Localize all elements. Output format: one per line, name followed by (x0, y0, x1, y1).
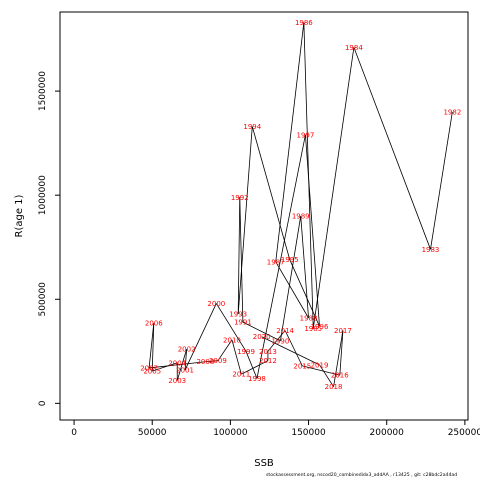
x-axis: 0 50000 100000 150000 200000 250000 (71, 420, 480, 438)
trajectory-segment-2014-2015 (284, 330, 303, 367)
year-label-2012: 2012 (259, 357, 277, 365)
x-tick-label: 250000 (448, 428, 480, 438)
year-label-1985: 1985 (304, 325, 322, 333)
trajectory-segment-2001-2002 (184, 349, 188, 371)
trajectory-segment-1983-1984 (353, 47, 431, 250)
trajectory-segment-2018-2019 (319, 364, 334, 387)
trajectory-segment-1987-1988 (275, 261, 309, 319)
trajectory-segment-1995-1996 (289, 259, 320, 327)
trajectory-segment-2007-2008 (149, 361, 206, 369)
y-tick-label: 1000000 (38, 175, 48, 215)
year-label-2002: 2002 (178, 346, 196, 354)
trajectory-segment-2009-2010 (217, 339, 233, 361)
year-label-2008: 2008 (196, 358, 214, 366)
x-tick-label: 100000 (213, 428, 248, 438)
y-axis-title: R(age 1) (14, 194, 25, 237)
year-label-1995: 1995 (281, 256, 299, 264)
trajectory-segment-2019-2020 (261, 336, 320, 366)
trajectory-segment-1999-2000 (215, 303, 247, 352)
year-label-2020: 2020 (253, 333, 271, 341)
year-label-2013: 2013 (259, 348, 277, 356)
trajectory-segment-2015-2016 (302, 365, 340, 376)
x-tick-label: 0 (71, 428, 77, 438)
year-label-2004: 2004 (168, 359, 186, 367)
year-label-1988: 1988 (300, 315, 318, 323)
trajectory-segment-2004-2005 (152, 362, 178, 372)
trajectory-segment-1990-1991 (242, 321, 281, 342)
year-label-2016: 2016 (331, 372, 349, 380)
trajectory-segment-1993-1994 (237, 126, 253, 314)
trajectory-segment-1989-1990 (280, 215, 302, 341)
year-label-1999: 1999 (237, 348, 255, 356)
year-label-2000: 2000 (207, 300, 225, 308)
year-label-2001: 2001 (176, 367, 194, 375)
year-label-1986: 1986 (295, 19, 313, 27)
trajectory-segment-2008-2009 (205, 360, 218, 363)
year-label-2007: 2007 (140, 364, 158, 372)
year-label-1991: 1991 (234, 319, 252, 327)
year-label-2018: 2018 (325, 383, 343, 391)
year-label-1987: 1987 (267, 258, 285, 266)
year-label-1994: 1994 (243, 123, 261, 131)
trajectory-segment-1994-1995 (251, 126, 291, 260)
year-labels: 1982 1983 1984 1985 1986 1987 1988 1989 1990 1991… (140, 19, 461, 391)
footer-credit: stockassessment.org, nscod20_combinedidx… (266, 473, 458, 478)
year-label-1996: 1996 (311, 323, 329, 331)
y-tick-label: 0 (38, 400, 48, 406)
year-label-2009: 2009 (209, 357, 227, 365)
y-tick-label: 500000 (38, 282, 48, 317)
x-tick-label: 50000 (138, 428, 167, 438)
trajectory-segment-2016-2017 (339, 330, 344, 376)
year-label-2019: 2019 (311, 361, 329, 369)
trajectory-segment-2000-2001 (184, 303, 217, 371)
x-tick-label: 150000 (291, 428, 326, 438)
year-label-1983: 1983 (422, 246, 440, 254)
plot-frame (59, 11, 469, 421)
y-tick-label: 1500000 (38, 71, 48, 111)
year-label-1997: 1997 (297, 131, 315, 139)
year-label-2003: 2003 (168, 377, 186, 385)
year-label-1998: 1998 (248, 375, 266, 383)
year-label-1982: 1982 (443, 108, 461, 116)
year-label-1990: 1990 (271, 337, 289, 345)
year-label-1989: 1989 (292, 213, 310, 221)
trajectory-segment-1998-1999 (245, 351, 258, 379)
x-tick-label: 200000 (370, 428, 405, 438)
trajectory-segment-1982-1983 (430, 111, 453, 250)
year-label-2010: 2010 (223, 336, 241, 344)
year-label-2014: 2014 (276, 327, 294, 335)
trajectory-line (148, 22, 453, 387)
year-label-1992: 1992 (231, 194, 249, 202)
year-label-2005: 2005 (143, 368, 161, 376)
trajectory-segment-2013-2014 (267, 330, 286, 352)
trajectory-segment-1988-1989 (300, 215, 309, 319)
trajectory-segment-1986-1987 (275, 22, 305, 262)
trajectory-segment-2006-2007 (148, 323, 155, 369)
trajectory-segment-1991-1992 (239, 197, 244, 323)
trajectory-segment-2017-2018 (333, 330, 344, 387)
year-label-2006: 2006 (145, 320, 163, 328)
trajectory-segment-1984-1985 (312, 47, 355, 329)
trajectory-segment-1992-1993 (237, 197, 241, 314)
trajectory-segment-2011-2012 (241, 360, 269, 375)
trajectory-segment-1997-1998 (256, 134, 306, 379)
year-label-2011: 2011 (232, 371, 250, 379)
trajectory-segment-1996-1997 (305, 134, 320, 327)
y-axis: 0 500000 1000000 1500000 (38, 71, 60, 406)
trajectory-segment-2010-2011 (231, 339, 242, 375)
year-label-2015: 2015 (293, 362, 311, 370)
year-label-2017: 2017 (334, 327, 352, 335)
x-axis-title: SSB (254, 458, 274, 469)
year-label-1993: 1993 (229, 310, 247, 318)
trajectory-segment-2002-2003 (176, 349, 188, 381)
trajectory-segment-2005-2006 (151, 323, 155, 372)
year-label-1984: 1984 (345, 44, 363, 52)
